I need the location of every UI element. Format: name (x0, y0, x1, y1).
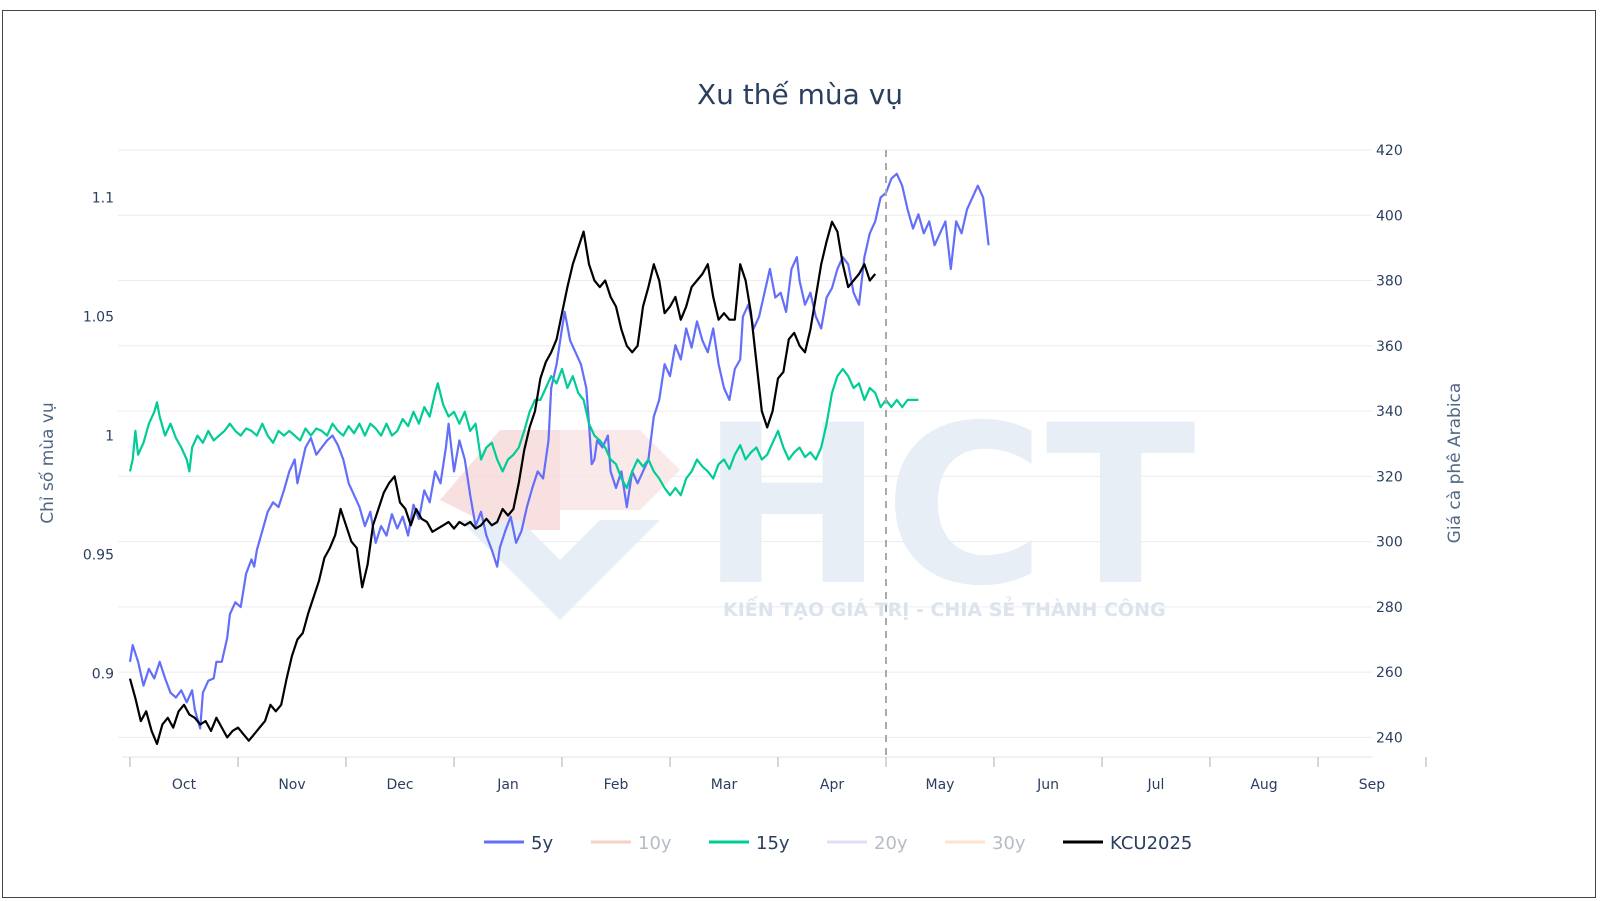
legend-label: 10y (638, 833, 672, 854)
legend-item-10y[interactable]: 10y (591, 833, 672, 854)
y-right-tick-label: 280 (1376, 600, 1403, 616)
y-left-tick-label: 1 (105, 429, 114, 445)
legend: 5y 10y 15y 20y 30y KCU2025 (484, 833, 1192, 854)
x-tick-label: Nov (278, 777, 305, 793)
series-line-15y (128, 367, 919, 497)
y-left-tick-label: 1.1 (92, 191, 114, 207)
legend-label: KCU2025 (1110, 833, 1192, 854)
x-tick-label: Oct (172, 777, 197, 793)
legend-item-5y[interactable]: 5y (484, 833, 553, 854)
series-line-kcu2025 (128, 220, 877, 745)
y-axis-left-title: Chỉ số mùa vụ (37, 402, 58, 523)
legend-label: 15y (756, 833, 790, 854)
watermark-tagline: KIẾN TẠO GIÁ TRỊ - CHIA SẺ THÀNH CÔNG (723, 595, 1166, 621)
x-tick-label: Feb (604, 777, 629, 793)
series-line-5y (128, 172, 990, 730)
x-tick-label: May (926, 777, 955, 793)
y-left-tick-label: 0.95 (83, 548, 114, 564)
legend-label: 20y (874, 833, 908, 854)
x-tick-label: Jun (1036, 777, 1059, 793)
chart-title: Xu thế mùa vụ (697, 78, 903, 111)
y-right-tick-label: 300 (1376, 535, 1403, 551)
legend-item-20y[interactable]: 20y (827, 833, 908, 854)
x-tick-label: Sep (1359, 777, 1386, 793)
y-right-tick-label: 420 (1376, 143, 1403, 159)
y-right-tick-label: 400 (1376, 208, 1403, 224)
x-tick-label: Aug (1250, 777, 1277, 793)
legend-item-30y[interactable]: 30y (945, 833, 1026, 854)
y-right-tick-label: 380 (1376, 274, 1403, 290)
legend-label: 5y (531, 833, 553, 854)
watermark: HCT KIẾN TẠO GIÁ TRỊ - CHIA SẺ THÀNH CÔN… (440, 378, 1196, 634)
y-axis-right-title: Giá cà phê Arabica (1445, 383, 1465, 544)
series-lines (128, 172, 990, 745)
y-left-tick-label: 1.05 (83, 310, 114, 326)
x-tick-label: Mar (711, 777, 738, 793)
watermark-logo-shape (560, 430, 680, 510)
y-axis-right: 240 260 280 300 320 340 360 380 400 420 (1376, 143, 1403, 746)
x-tick-label: Jul (1147, 777, 1165, 793)
y-right-tick-label: 260 (1376, 665, 1403, 681)
x-tick-label: Jan (496, 777, 519, 793)
grid-lines (118, 149, 1372, 758)
x-tick-label: Apr (820, 777, 844, 793)
legend-item-kcu2025[interactable]: KCU2025 (1063, 833, 1192, 854)
x-axis: Oct Nov Dec Jan Feb Mar Apr May Jun Jul Aug Sep (129, 757, 1427, 793)
watermark-logo-shape (440, 430, 560, 530)
watermark-logo-shape (460, 520, 660, 620)
chart-frame (2, 10, 1596, 898)
watermark-logo-text: HCT (700, 378, 1196, 634)
y-right-tick-label: 360 (1376, 339, 1403, 355)
legend-item-15y[interactable]: 15y (709, 833, 790, 854)
y-right-tick-label: 340 (1376, 404, 1403, 420)
x-tick-label: Dec (386, 777, 413, 793)
y-right-tick-label: 320 (1376, 469, 1403, 485)
legend-label: 30y (992, 833, 1026, 854)
y-left-tick-label: 0.9 (92, 667, 114, 683)
y-axis-left: 0.9 0.95 1 1.05 1.1 (83, 191, 114, 683)
y-right-tick-label: 240 (1376, 730, 1403, 746)
